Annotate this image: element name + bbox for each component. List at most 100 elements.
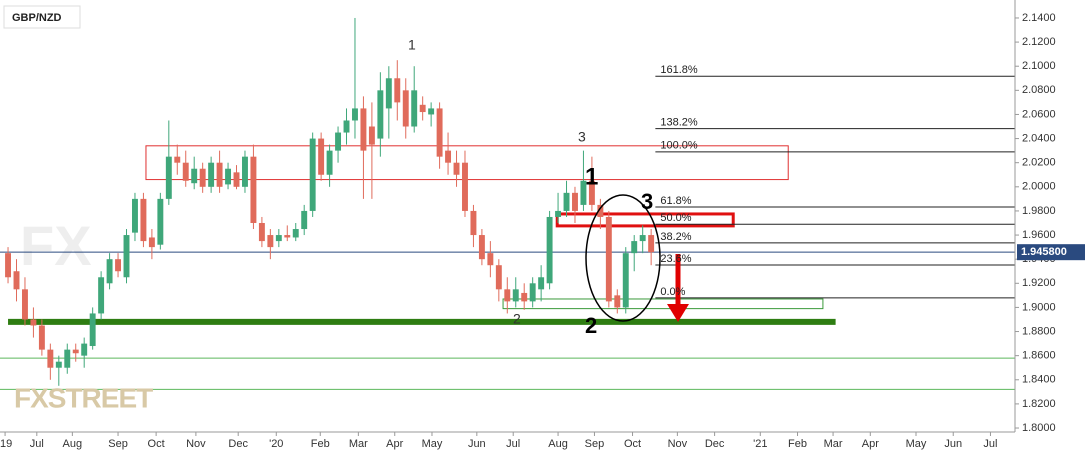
candle-body bbox=[208, 162, 215, 187]
y-tick-label: 1.9600 bbox=[1022, 229, 1056, 241]
x-tick-label: '21 bbox=[753, 438, 767, 450]
candle-body bbox=[631, 241, 638, 254]
candle-body bbox=[453, 162, 460, 175]
candle-body bbox=[233, 172, 240, 187]
x-tick-label: Nov bbox=[668, 438, 688, 450]
x-tick-label: Aug bbox=[548, 438, 568, 450]
wave-label-bold: 3 bbox=[641, 189, 653, 214]
candle-body bbox=[22, 289, 28, 320]
candle-body bbox=[385, 78, 392, 109]
x-tick-label: May bbox=[906, 438, 927, 450]
candle-body bbox=[521, 292, 528, 302]
x-tick-label: Sep bbox=[108, 438, 128, 450]
y-tick-label: 1.8600 bbox=[1022, 350, 1056, 362]
fib-label: 138.2% bbox=[660, 116, 698, 128]
candle-body bbox=[182, 162, 189, 181]
candle-body bbox=[419, 104, 426, 113]
candle-body bbox=[648, 235, 655, 253]
candle-body bbox=[38, 325, 45, 350]
title-box bbox=[3, 5, 81, 29]
x-tick-label: Jul bbox=[30, 438, 44, 450]
y-tick-label: 1.9000 bbox=[1022, 301, 1056, 313]
y-tick-label: 1.8200 bbox=[1022, 398, 1056, 410]
candle-body bbox=[292, 229, 299, 238]
candle-body bbox=[377, 90, 384, 139]
x-tick-label: May bbox=[422, 438, 443, 450]
candle-body bbox=[445, 150, 452, 163]
candle-body bbox=[47, 349, 54, 368]
arrow-head bbox=[667, 304, 689, 322]
candle-body bbox=[81, 343, 88, 356]
candle-body bbox=[89, 313, 96, 347]
candle-body bbox=[5, 253, 12, 278]
x-tick-label: Mar bbox=[824, 438, 843, 450]
candle-body bbox=[572, 192, 578, 211]
wave-label-bold: 2 bbox=[585, 313, 597, 338]
y-tick-label: 1.8400 bbox=[1022, 374, 1056, 386]
candle-body bbox=[318, 138, 325, 175]
y-tick-label: 2.0400 bbox=[1022, 132, 1056, 144]
candle-body bbox=[639, 235, 646, 242]
x-tick-label: Dec bbox=[228, 438, 248, 450]
zone bbox=[502, 298, 824, 310]
candle-body bbox=[199, 168, 206, 187]
candle-body bbox=[538, 277, 545, 290]
candle-body bbox=[301, 210, 308, 230]
candle-body bbox=[309, 138, 316, 211]
fib-label: 100.0% bbox=[660, 140, 698, 152]
candle-body bbox=[242, 156, 248, 187]
x-tick-label: Jul bbox=[506, 438, 520, 450]
y-tick-label: 2.1400 bbox=[1022, 12, 1056, 24]
candle-body bbox=[148, 237, 155, 248]
candle-body bbox=[411, 90, 418, 127]
candle-body bbox=[394, 78, 401, 103]
candle-body bbox=[267, 235, 274, 248]
candle-body bbox=[13, 271, 20, 290]
x-tick-label: '20 bbox=[269, 438, 283, 450]
x-tick-label: Apr bbox=[386, 438, 403, 450]
fib-label: 61.8% bbox=[660, 195, 691, 207]
candle-body bbox=[555, 210, 562, 217]
candle-body bbox=[55, 361, 62, 368]
candle-body bbox=[284, 235, 291, 238]
y-tick-label: 1.8000 bbox=[1022, 422, 1056, 434]
fib-label: 50.0% bbox=[660, 212, 691, 224]
candle-body bbox=[546, 216, 553, 284]
y-tick-label: 1.9200 bbox=[1022, 277, 1056, 289]
y-tick-label: 2.0600 bbox=[1022, 108, 1056, 120]
y-tick-label: 2.0000 bbox=[1022, 181, 1056, 193]
y-tick-label: 1.8800 bbox=[1022, 325, 1056, 337]
x-tick-label: Jun bbox=[468, 438, 486, 450]
candle-body bbox=[504, 289, 511, 302]
x-tick-label: Apr bbox=[862, 438, 879, 450]
candle-body bbox=[115, 259, 122, 272]
candle-body bbox=[428, 108, 435, 115]
x-tick-label: Aug bbox=[63, 438, 83, 450]
candle-body bbox=[250, 156, 257, 223]
last-price-box bbox=[1017, 244, 1085, 261]
x-tick-label: Sep bbox=[585, 438, 605, 450]
candle-body bbox=[470, 210, 477, 236]
x-tick-label: Jun bbox=[944, 438, 962, 450]
fib-label: 0.0% bbox=[660, 286, 685, 298]
candle-body bbox=[360, 108, 367, 151]
candle-body bbox=[191, 168, 198, 184]
x-tick-label: Oct bbox=[148, 438, 165, 450]
candle-body bbox=[123, 235, 130, 278]
watermark-fx: FX bbox=[20, 214, 92, 277]
wave-label: 1 bbox=[408, 37, 416, 53]
candle-body bbox=[132, 198, 138, 233]
candle-body bbox=[352, 108, 358, 121]
y-tick-label: 2.0200 bbox=[1022, 157, 1056, 169]
candle-body bbox=[165, 156, 172, 199]
y-tick-label: 2.1200 bbox=[1022, 36, 1056, 48]
candle-body bbox=[588, 180, 595, 205]
chart-title: GBP/NZD bbox=[12, 12, 62, 24]
candle-body bbox=[157, 198, 164, 245]
candle-body bbox=[368, 126, 375, 145]
candle-body bbox=[478, 235, 485, 260]
candle-body bbox=[512, 289, 519, 302]
x-tick-label: Nov bbox=[186, 438, 206, 450]
